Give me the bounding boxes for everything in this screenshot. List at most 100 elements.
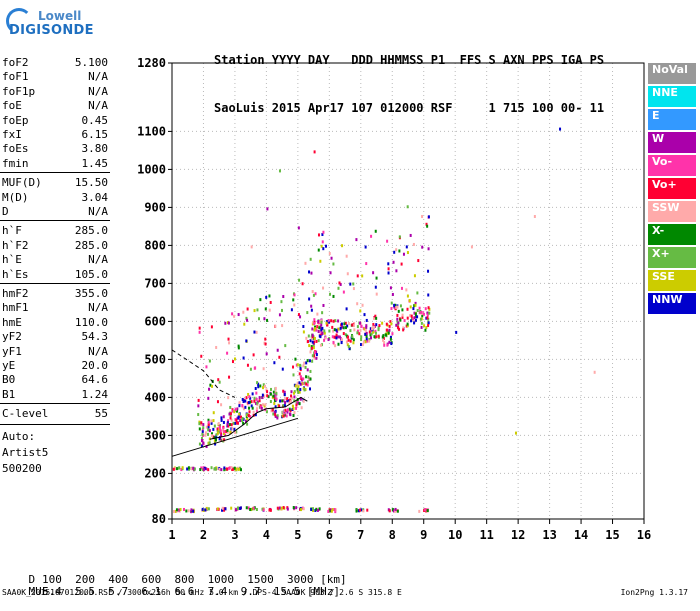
distance-values: 100 200 400 600 800 1000 1500 3000 [km]	[42, 573, 347, 586]
f-trace-point	[229, 412, 232, 416]
e-trace-point	[221, 508, 224, 512]
x-tick-label: 11	[479, 528, 493, 542]
logo-text-digisonde: DIGISONDE	[9, 23, 94, 38]
f-trace-point	[278, 355, 281, 359]
f-trace-point	[321, 331, 324, 335]
f-trace-point	[201, 430, 204, 434]
f-trace-point	[218, 427, 221, 431]
f-trace-point	[261, 396, 264, 400]
f-trace-point	[249, 367, 252, 371]
param-value: 110.0	[74, 315, 108, 329]
f-trace-point	[323, 338, 326, 342]
f-trace-point	[337, 286, 340, 290]
e-trace-point	[206, 507, 209, 511]
f-trace-point	[323, 329, 326, 333]
f-trace-point	[321, 326, 324, 330]
param-label: h`Es	[2, 267, 29, 281]
f-trace-point	[374, 285, 377, 289]
f-trace-point	[220, 403, 223, 407]
f-trace-point	[309, 257, 312, 261]
f-trace-point	[216, 427, 219, 431]
f-trace-point	[237, 415, 240, 419]
f-trace-point	[198, 326, 201, 330]
legend-item-nne: NNE	[648, 86, 696, 107]
f-trace-point	[360, 338, 363, 342]
f-trace-point	[272, 394, 275, 398]
f-trace-point	[293, 293, 296, 297]
e-trace-point	[300, 508, 303, 512]
e-trace-point	[224, 507, 227, 511]
legend-item-nnw: NNW	[648, 293, 696, 314]
param-separator	[0, 283, 110, 284]
scatter-high-point	[470, 245, 473, 249]
e-trace-point	[302, 507, 305, 511]
f-trace-point	[420, 325, 423, 329]
x-tick-label: 2	[200, 528, 207, 542]
f-trace-point	[352, 338, 355, 342]
f-trace-point	[219, 429, 222, 433]
f-trace-point	[282, 399, 285, 403]
f-trace-point	[303, 361, 306, 365]
f-trace-point	[361, 343, 364, 347]
f-trace-point	[424, 328, 427, 332]
f-trace-point	[377, 326, 380, 330]
param-row: foEp 0.45	[2, 114, 108, 128]
param-row: MUF(D) 15.50	[2, 176, 108, 190]
y-tick-label: 900	[144, 200, 166, 214]
x-tick-label: 5	[294, 528, 301, 542]
muf-row: MUF 5.4 5.5 5.7 6.1 6.6 7.4 9.7 15.5 [MHz…	[2, 572, 341, 598]
param-row: B0 64.6	[2, 373, 108, 387]
f-trace-point	[310, 308, 313, 312]
f-trace-point	[282, 295, 285, 299]
f-trace-point	[261, 393, 264, 397]
f-trace-point	[234, 431, 237, 435]
legend-item-x-: X-	[648, 224, 696, 245]
f-trace-point	[255, 391, 258, 395]
f-trace-point	[360, 335, 363, 339]
f-trace-point	[318, 326, 321, 330]
f-trace-point	[313, 351, 316, 355]
f-trace-point	[249, 415, 252, 419]
f-trace-point	[337, 319, 340, 323]
chart-lines	[171, 349, 308, 457]
f-trace-point	[314, 292, 317, 296]
f-trace-point	[305, 375, 308, 379]
f-trace-point	[268, 294, 271, 298]
f-trace-point	[406, 294, 409, 298]
f-trace-point	[207, 441, 210, 445]
f-trace-point	[386, 239, 389, 243]
e-trace-point	[388, 509, 391, 513]
x-tick-label: 9	[420, 528, 427, 542]
legend-item-noval: NoVal	[648, 63, 696, 84]
f-trace-point	[205, 445, 208, 449]
f-trace-point	[229, 430, 232, 434]
f-trace-point	[399, 318, 402, 322]
f-trace-point	[235, 407, 238, 411]
f-trace-point	[334, 319, 337, 323]
f-trace-point	[291, 404, 294, 408]
param-row: yE 20.0	[2, 359, 108, 373]
f-trace-point	[406, 324, 409, 328]
e-trace-point	[223, 508, 226, 512]
f-trace-point	[390, 322, 393, 326]
es-trace-point	[174, 467, 177, 471]
x-tick-label: 10	[448, 528, 462, 542]
f-trace-point	[226, 430, 229, 434]
f-trace-point	[427, 306, 430, 310]
f-trace-point	[410, 319, 413, 323]
scatter-high-point	[313, 150, 316, 154]
f-trace-point	[248, 410, 251, 414]
f-trace-point	[426, 313, 429, 317]
f-trace-point	[426, 316, 429, 320]
e-trace-point	[235, 508, 238, 512]
f-trace-point	[257, 382, 260, 386]
es-trace-point	[220, 468, 223, 472]
f-trace-point	[292, 407, 295, 411]
legend-item-w: W	[648, 132, 696, 153]
f-trace-point	[281, 308, 284, 312]
f-trace-point	[233, 410, 236, 414]
f-trace-point	[374, 329, 377, 333]
note-version-code: 500200	[2, 461, 42, 475]
scatter-high-point	[514, 431, 517, 435]
f-trace-point	[270, 387, 273, 391]
